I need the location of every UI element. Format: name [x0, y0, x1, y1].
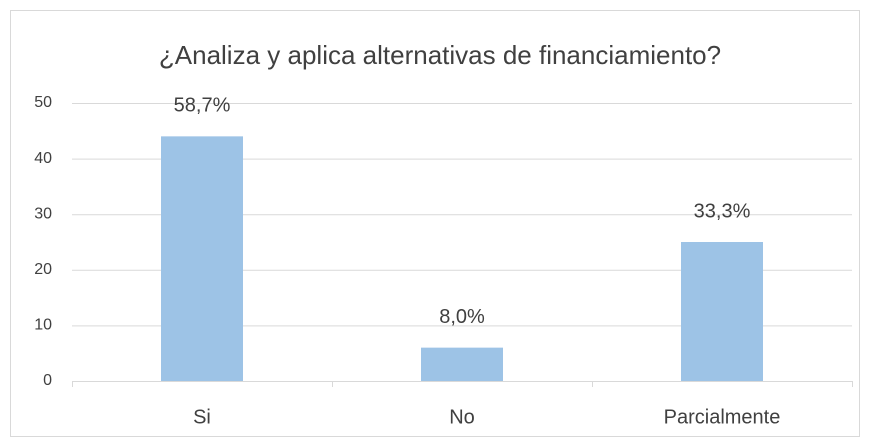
data-label: 8,0% — [439, 306, 485, 328]
chart-title: ¿Analiza y aplica alternativas de financ… — [159, 40, 721, 70]
y-tick-label: 30 — [34, 205, 52, 222]
bar — [161, 136, 243, 381]
x-tick-label: Si — [193, 406, 211, 428]
y-tick-label: 0 — [43, 372, 52, 389]
y-tick-label: 10 — [34, 317, 52, 334]
data-label: 58,7% — [174, 95, 231, 117]
bar — [421, 347, 503, 381]
y-tick-label: 50 — [34, 94, 52, 111]
data-label: 33,3% — [694, 200, 751, 222]
y-tick-label: 40 — [34, 150, 52, 167]
x-tick-label: No — [449, 406, 475, 428]
x-tick-label: Parcialmente — [664, 406, 781, 428]
bar — [681, 242, 763, 381]
y-tick-label: 20 — [34, 261, 52, 278]
